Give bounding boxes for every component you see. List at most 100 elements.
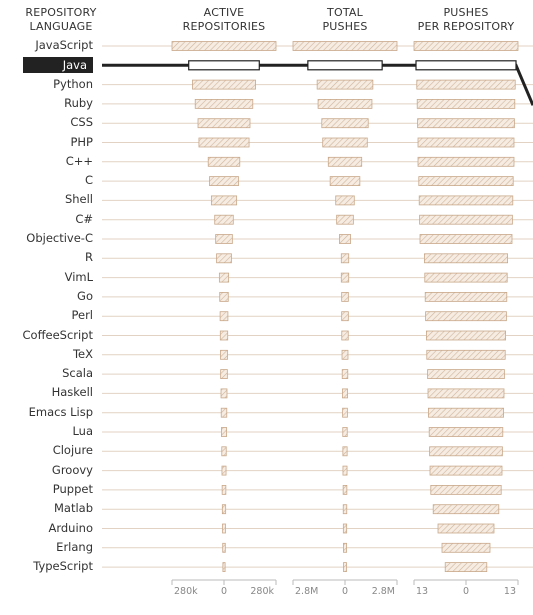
bar-2-typescript[interactable] bbox=[444, 562, 488, 572]
bar-1-puppet[interactable] bbox=[342, 484, 348, 495]
language-label-erlang[interactable]: Erlang bbox=[56, 539, 93, 554]
bar-0-c[interactable] bbox=[209, 176, 239, 187]
language-label-ruby[interactable]: Ruby bbox=[64, 95, 93, 110]
language-label-coffeescript[interactable]: CoffeeScript bbox=[22, 327, 94, 342]
bar-1-emacs-lisp[interactable] bbox=[342, 407, 348, 418]
bar-1-erlang[interactable] bbox=[343, 542, 347, 553]
bar-2-lua[interactable] bbox=[428, 427, 504, 437]
bar-0-python[interactable] bbox=[192, 79, 256, 90]
bar-2-puppet[interactable] bbox=[430, 484, 502, 495]
bar-1-css[interactable] bbox=[321, 118, 369, 129]
language-label-emacs-lisp[interactable]: Emacs Lisp bbox=[28, 404, 93, 419]
bar-1-viml[interactable] bbox=[340, 272, 350, 283]
bar-1-go[interactable] bbox=[341, 291, 349, 302]
bar-0-coffeescript[interactable] bbox=[219, 330, 229, 341]
bar-2-scala[interactable] bbox=[427, 369, 505, 380]
bar-2-c-[interactable] bbox=[417, 156, 515, 167]
language-label-c[interactable]: C bbox=[84, 173, 93, 188]
bar-2-r[interactable] bbox=[423, 253, 508, 264]
language-label-go[interactable]: Go bbox=[77, 288, 93, 303]
language-label-php[interactable]: PHP bbox=[70, 134, 93, 149]
language-label-scala[interactable]: Scala bbox=[62, 366, 93, 381]
language-label-javascript[interactable]: JavaScript bbox=[35, 38, 93, 52]
bar-1-tex[interactable] bbox=[341, 349, 349, 360]
language-label-typescript[interactable]: TypeScript bbox=[33, 559, 93, 574]
bar-0-groovy[interactable] bbox=[221, 465, 227, 476]
bar-0-objective-c[interactable] bbox=[215, 234, 233, 244]
bar-0-lua[interactable] bbox=[220, 427, 227, 437]
bar-2-c[interactable] bbox=[418, 176, 514, 187]
bar-1-arduino[interactable] bbox=[342, 523, 348, 534]
bar-1-coffeescript[interactable] bbox=[341, 330, 349, 341]
bar-1-objective-c[interactable] bbox=[339, 234, 351, 244]
bar-2-ruby[interactable] bbox=[416, 99, 516, 109]
bar-2-groovy[interactable] bbox=[429, 465, 503, 476]
language-label-r[interactable]: R bbox=[85, 250, 93, 265]
bar-1-perl[interactable] bbox=[341, 311, 349, 322]
bar-0-typescript[interactable] bbox=[222, 562, 226, 572]
language-label-python[interactable]: Python bbox=[53, 76, 93, 91]
bar-1-shell[interactable] bbox=[335, 195, 355, 206]
bar-1-r[interactable] bbox=[340, 253, 350, 264]
bar-2-clojure[interactable] bbox=[429, 446, 503, 457]
bar-0-puppet[interactable] bbox=[221, 484, 227, 495]
bar-1-ruby[interactable] bbox=[317, 99, 373, 109]
bar-1-clojure[interactable] bbox=[342, 446, 348, 457]
language-label-perl[interactable]: Perl bbox=[71, 308, 93, 323]
language-label-viml[interactable]: VimL bbox=[64, 269, 93, 284]
language-label-shell[interactable]: Shell bbox=[64, 192, 93, 207]
bar-0-c-[interactable] bbox=[214, 214, 234, 225]
bar-1-groovy[interactable] bbox=[342, 465, 348, 476]
bar-1-python[interactable] bbox=[316, 79, 374, 90]
bar-0-haskell[interactable] bbox=[220, 388, 228, 399]
bar-0-viml[interactable] bbox=[218, 272, 230, 283]
language-label-java[interactable]: Java bbox=[22, 57, 93, 74]
bar-2-java[interactable] bbox=[415, 60, 517, 71]
bar-2-css[interactable] bbox=[417, 118, 515, 129]
language-label-clojure[interactable]: Clojure bbox=[52, 443, 93, 458]
bar-2-arduino[interactable] bbox=[437, 523, 495, 534]
bar-1-c-[interactable] bbox=[327, 156, 363, 167]
bar-1-typescript[interactable] bbox=[343, 562, 347, 572]
bar-2-erlang[interactable] bbox=[441, 542, 491, 553]
language-label-css[interactable]: CSS bbox=[70, 115, 93, 130]
bar-0-matlab[interactable] bbox=[221, 504, 227, 515]
bar-2-perl[interactable] bbox=[425, 311, 507, 322]
bar-0-erlang[interactable] bbox=[222, 542, 226, 553]
bar-0-arduino[interactable] bbox=[222, 523, 226, 534]
bar-0-shell[interactable] bbox=[210, 195, 238, 206]
bar-0-clojure[interactable] bbox=[221, 446, 227, 457]
bar-0-javascript[interactable] bbox=[171, 41, 277, 51]
bar-2-emacs-lisp[interactable] bbox=[427, 407, 504, 418]
bar-0-tex[interactable] bbox=[220, 349, 228, 360]
bar-0-java[interactable] bbox=[188, 60, 260, 71]
bar-1-c-[interactable] bbox=[336, 214, 354, 225]
bar-1-javascript[interactable] bbox=[292, 41, 398, 51]
bar-2-python[interactable] bbox=[416, 79, 516, 90]
language-label-tex[interactable]: TeX bbox=[72, 346, 93, 361]
language-label-c-[interactable]: C# bbox=[75, 211, 93, 226]
bar-1-c[interactable] bbox=[329, 176, 361, 187]
language-label-c-[interactable]: C++ bbox=[65, 153, 93, 168]
bar-0-c-[interactable] bbox=[207, 156, 241, 167]
language-label-puppet[interactable]: Puppet bbox=[52, 481, 93, 496]
bar-1-java[interactable] bbox=[307, 60, 383, 71]
bar-1-lua[interactable] bbox=[342, 427, 348, 437]
language-label-objective-c[interactable]: Objective-C bbox=[26, 231, 93, 245]
language-label-lua[interactable]: Lua bbox=[72, 424, 93, 438]
bar-1-matlab[interactable] bbox=[342, 504, 348, 515]
language-label-haskell[interactable]: Haskell bbox=[51, 385, 93, 400]
bar-0-perl[interactable] bbox=[219, 311, 229, 322]
bar-2-c-[interactable] bbox=[419, 214, 513, 225]
bar-0-emacs-lisp[interactable] bbox=[220, 407, 228, 418]
bar-2-tex[interactable] bbox=[426, 349, 506, 360]
bar-2-php[interactable] bbox=[417, 137, 515, 148]
bar-2-coffeescript[interactable] bbox=[425, 330, 506, 341]
bar-2-matlab[interactable] bbox=[432, 504, 500, 515]
bar-2-go[interactable] bbox=[424, 291, 508, 302]
bar-1-haskell[interactable] bbox=[341, 388, 348, 399]
language-label-arduino[interactable]: Arduino bbox=[48, 520, 93, 535]
language-label-groovy[interactable]: Groovy bbox=[51, 462, 93, 477]
bar-0-php[interactable] bbox=[198, 137, 250, 148]
bar-0-css[interactable] bbox=[197, 118, 251, 129]
